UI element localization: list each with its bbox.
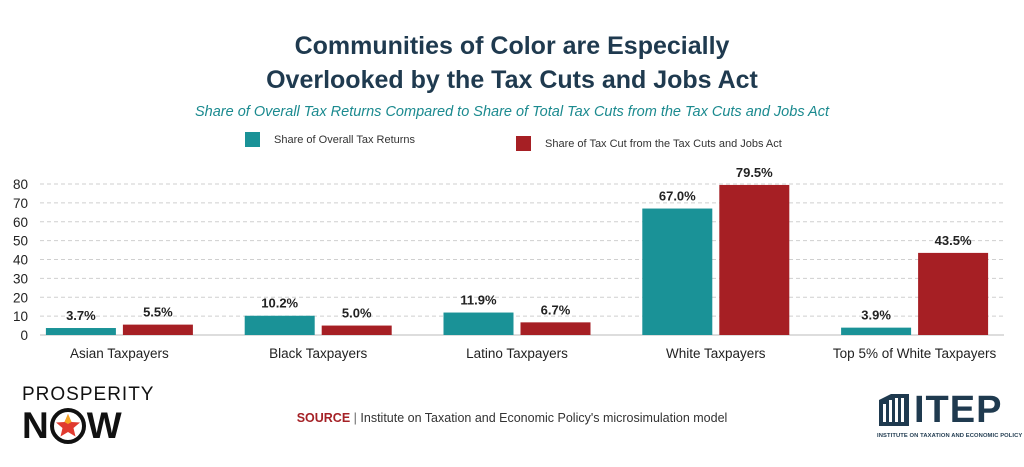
bar — [520, 322, 591, 335]
legend-item-tax-returns: Share of Overall Tax Returns — [245, 132, 415, 147]
bar-data-label: 6.7% — [541, 302, 571, 317]
bar — [918, 252, 989, 335]
prosperity-logo-bottom: N W — [22, 407, 154, 445]
prosperity-logo-top: PROSPERITY — [22, 384, 155, 405]
bar — [841, 327, 912, 335]
itep-emblem-icon — [879, 394, 909, 426]
y-tick-label: 50 — [13, 234, 28, 249]
source-label: SOURCE — [296, 411, 351, 425]
y-tick-label: 60 — [13, 215, 28, 230]
itep-logo-word: ITEP — [914, 389, 1003, 431]
x-category-label: Latino Taxpayers — [466, 346, 568, 361]
bar-data-label: 43.5% — [935, 233, 972, 248]
chart-title-line-1: Communities of Color are Especially — [294, 32, 730, 60]
legend-swatch-red — [516, 136, 531, 151]
bar-data-label: 79.5% — [736, 165, 773, 180]
source-note: SOURCE | Institute on Taxation and Econo… — [0, 411, 1024, 425]
chart-title-line-2: Overlooked by the Tax Cuts and Jobs Act — [266, 66, 758, 94]
legend-swatch-teal — [245, 132, 260, 147]
y-tick-label: 80 — [13, 177, 28, 192]
prosperity-now-logo: PROSPERITY N W — [22, 385, 154, 445]
bar — [719, 184, 790, 335]
bar — [122, 324, 193, 335]
y-tick-label: 30 — [13, 271, 28, 286]
bar — [642, 208, 713, 335]
star-icon — [49, 408, 86, 444]
source-separator: | — [353, 411, 357, 425]
y-tick-label: 10 — [13, 309, 28, 324]
bar-data-label: 67.0% — [659, 189, 696, 204]
itep-logo: ITEP INSTITUTE ON TAXATION AND ECONOMIC … — [877, 389, 1023, 439]
chart-subtitle: Share of Overall Tax Returns Compared to… — [194, 104, 830, 120]
y-tick-label: 20 — [13, 290, 28, 305]
x-category-label: Top 5% of White Taxpayers — [833, 346, 997, 361]
prosperity-logo-w: W — [86, 405, 122, 446]
y-tick-label: 0 — [20, 328, 28, 343]
itep-logo-subtitle: INSTITUTE ON TAXATION AND ECONOMIC POLIC… — [877, 433, 1023, 439]
legend-item-tax-cut: Share of Tax Cut from the Tax Cuts and J… — [516, 136, 782, 151]
bar — [321, 325, 392, 335]
y-tick-label: 40 — [13, 253, 28, 268]
bar-data-label: 10.2% — [261, 296, 298, 311]
bar-data-label: 3.9% — [861, 308, 891, 323]
x-category-label: Asian Taxpayers — [70, 346, 169, 361]
prosperity-logo-n: N — [22, 405, 49, 446]
bar — [443, 312, 514, 335]
y-tick-label: 70 — [13, 196, 28, 211]
x-category-label: Black Taxpayers — [269, 346, 367, 361]
x-category-label: White Taxpayers — [666, 346, 766, 361]
bar — [244, 315, 315, 335]
bar-data-label: 3.7% — [66, 308, 96, 323]
legend-label-tax-returns: Share of Overall Tax Returns — [274, 133, 416, 146]
bar-data-label: 5.5% — [143, 305, 173, 320]
bar-data-label: 11.9% — [460, 293, 497, 308]
bar — [45, 328, 116, 335]
source-text: Institute on Taxation and Economic Polic… — [360, 411, 728, 425]
legend-label-tax-cut: Share of Tax Cut from the Tax Cuts and J… — [545, 137, 782, 150]
bar-chart: 0 10 20 30 40 50 60 70 80 3.7% 5.5% Asian Taxpayers… — [13, 165, 1004, 361]
bar-data-label: 5.0% — [342, 306, 372, 321]
